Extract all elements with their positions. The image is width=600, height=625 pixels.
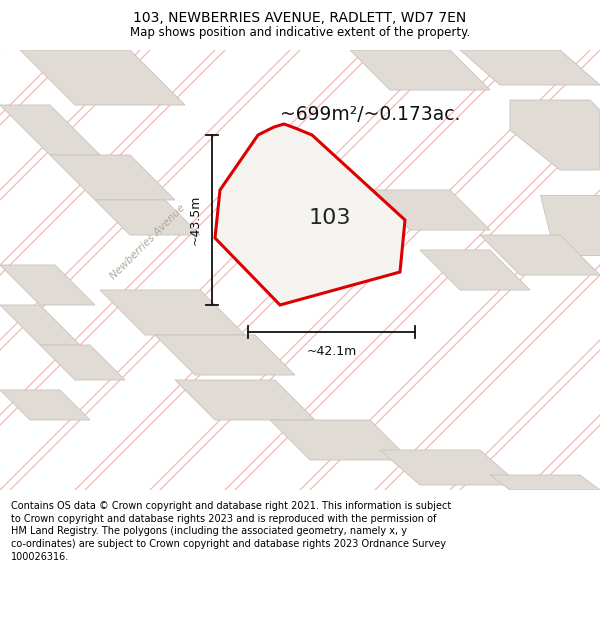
Polygon shape xyxy=(0,265,95,305)
Polygon shape xyxy=(20,50,185,105)
Text: Contains OS data © Crown copyright and database right 2021. This information is : Contains OS data © Crown copyright and d… xyxy=(11,501,451,562)
Polygon shape xyxy=(40,345,125,380)
Text: ~42.1m: ~42.1m xyxy=(307,345,356,358)
Polygon shape xyxy=(370,190,490,230)
Polygon shape xyxy=(270,420,410,460)
Polygon shape xyxy=(350,50,490,90)
Polygon shape xyxy=(510,100,600,170)
Text: ~43.5m: ~43.5m xyxy=(189,195,202,245)
Text: 103: 103 xyxy=(309,208,351,228)
Polygon shape xyxy=(490,475,600,490)
Polygon shape xyxy=(215,124,405,305)
Polygon shape xyxy=(95,200,200,235)
Text: Newberries Avenue: Newberries Avenue xyxy=(109,202,187,281)
Polygon shape xyxy=(380,450,520,485)
Polygon shape xyxy=(420,250,530,290)
Polygon shape xyxy=(540,195,600,255)
Text: Map shows position and indicative extent of the property.: Map shows position and indicative extent… xyxy=(130,26,470,39)
Polygon shape xyxy=(50,155,175,200)
Text: 103, NEWBERRIES AVENUE, RADLETT, WD7 7EN: 103, NEWBERRIES AVENUE, RADLETT, WD7 7EN xyxy=(133,11,467,25)
Polygon shape xyxy=(175,380,315,420)
Polygon shape xyxy=(480,235,600,275)
Polygon shape xyxy=(460,50,600,85)
Polygon shape xyxy=(100,290,245,335)
Text: ~699m²/~0.173ac.: ~699m²/~0.173ac. xyxy=(280,106,460,124)
Polygon shape xyxy=(155,335,295,375)
Polygon shape xyxy=(0,390,90,420)
Polygon shape xyxy=(0,105,100,155)
Polygon shape xyxy=(0,305,80,345)
